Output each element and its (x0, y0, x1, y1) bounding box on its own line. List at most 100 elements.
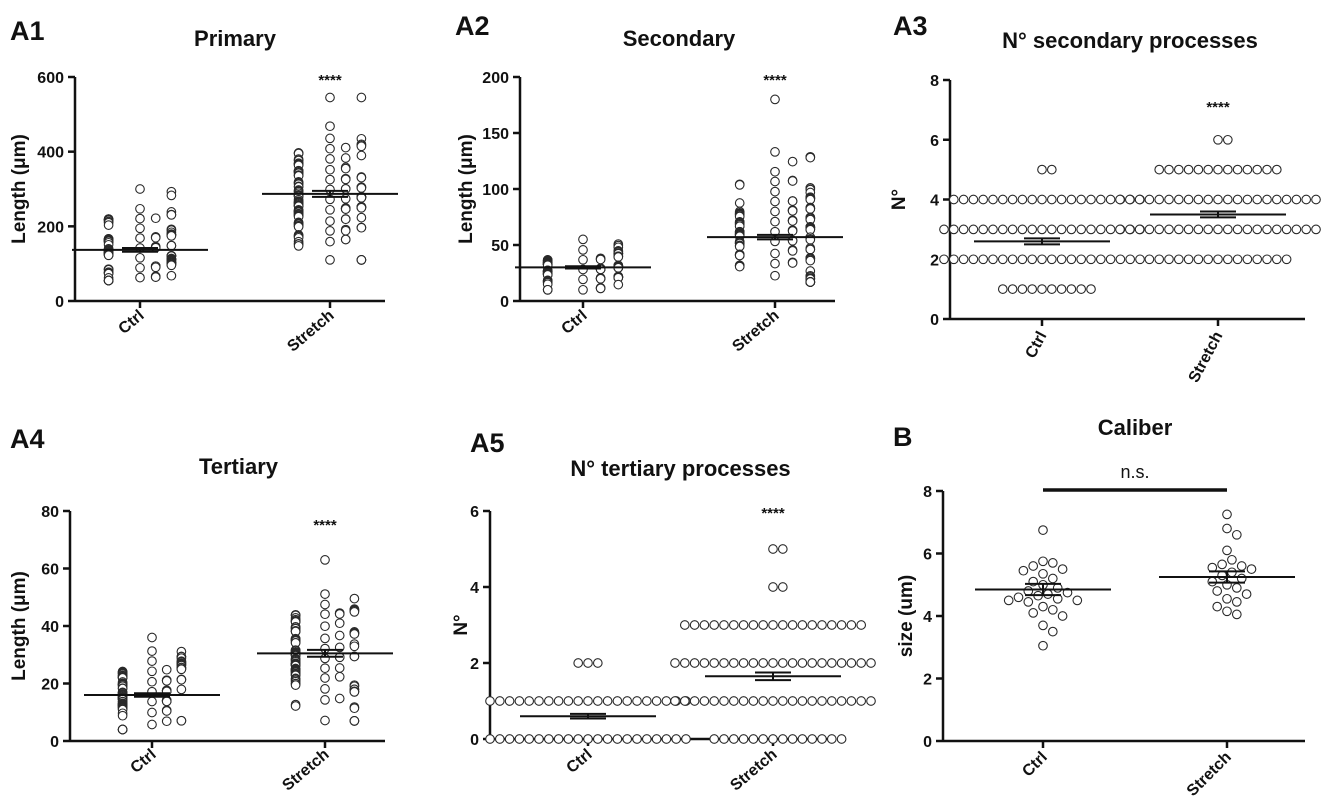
data-point (176, 664, 187, 675)
data-point (573, 734, 584, 744)
data-point (1213, 164, 1223, 175)
y-tick-label: 40 (41, 619, 59, 636)
data-point (787, 156, 798, 167)
series-stretch (290, 555, 360, 726)
data-point (320, 633, 330, 644)
data-point (320, 609, 330, 620)
data-point (866, 658, 876, 668)
data-point (689, 620, 700, 630)
data-point (320, 715, 330, 726)
data-point (1252, 224, 1263, 235)
data-point (1291, 194, 1302, 205)
data-point (728, 696, 739, 706)
data-point (1173, 194, 1184, 205)
x-tick-label: Ctrl (116, 307, 148, 338)
data-point (978, 224, 989, 235)
y-tick-label: 200 (482, 70, 509, 87)
data-point (1135, 254, 1145, 265)
data-point (1173, 254, 1184, 265)
data-point (758, 734, 769, 744)
data-point (709, 658, 720, 668)
data-point (1038, 601, 1048, 612)
data-point (1232, 254, 1243, 265)
data-point (1038, 640, 1048, 651)
data-point (787, 176, 798, 186)
data-point (166, 231, 177, 241)
data-point (1213, 194, 1223, 205)
data-point (1252, 194, 1263, 205)
data-point (770, 166, 780, 177)
data-point (514, 734, 525, 744)
data-point (1193, 194, 1204, 205)
data-point (147, 656, 157, 666)
data-point (787, 620, 798, 630)
data-point (553, 696, 564, 706)
data-point (1183, 164, 1194, 175)
data-point (1213, 224, 1223, 235)
data-point (1252, 254, 1263, 265)
data-point (1203, 224, 1214, 235)
data-point (340, 174, 351, 185)
data-point (777, 658, 788, 668)
panel-letter: A1 (10, 16, 45, 46)
data-point (1252, 164, 1263, 175)
data-point (1183, 254, 1194, 265)
data-point (968, 194, 979, 205)
data-point (1173, 224, 1184, 235)
data-point (1056, 194, 1067, 205)
data-point (147, 666, 157, 677)
data-point (817, 658, 827, 668)
data-point (325, 174, 335, 185)
y-tick-label: 4 (470, 580, 479, 597)
data-point (734, 250, 745, 261)
data-point (768, 620, 778, 630)
data-point (1057, 564, 1068, 574)
data-point (592, 658, 603, 668)
x-tick-label: Stretch (729, 307, 782, 355)
data-point (176, 715, 187, 726)
data-point (578, 245, 588, 255)
data-point (1023, 586, 1034, 596)
data-point (1222, 194, 1233, 205)
data-point (1057, 611, 1068, 621)
data-point (135, 184, 145, 194)
data-point (1027, 224, 1038, 235)
data-point (325, 164, 335, 175)
significance-label: **** (763, 72, 787, 89)
data-point (320, 695, 330, 705)
data-point (988, 224, 998, 235)
data-point (340, 153, 351, 163)
data-point (1086, 224, 1096, 235)
data-point (1144, 194, 1155, 205)
data-point (1018, 565, 1029, 576)
data-point (1072, 595, 1083, 606)
data-point (1311, 194, 1321, 205)
data-point (514, 696, 525, 706)
data-point (719, 696, 729, 706)
data-point (1062, 587, 1073, 598)
data-point (719, 620, 729, 630)
data-point (1262, 164, 1272, 175)
data-point (679, 620, 690, 630)
data-point (543, 696, 554, 706)
data-point (1154, 224, 1165, 235)
data-point (622, 734, 633, 744)
data-point (817, 696, 827, 706)
data-point (166, 270, 177, 281)
y-tick-label: 2 (470, 656, 479, 673)
data-point (807, 620, 818, 630)
data-point (1262, 194, 1272, 205)
data-point (135, 213, 145, 224)
data-point (356, 212, 367, 223)
data-point (320, 621, 330, 632)
data-point (1056, 224, 1067, 235)
series-stretch (1115, 134, 1321, 265)
data-point (1105, 254, 1116, 265)
series-ctrl (485, 658, 691, 744)
y-tick-label: 4 (923, 609, 932, 626)
data-point (866, 696, 876, 706)
data-point (734, 198, 745, 208)
data-point (826, 734, 837, 744)
data-point (320, 673, 330, 683)
data-point (1231, 609, 1242, 620)
